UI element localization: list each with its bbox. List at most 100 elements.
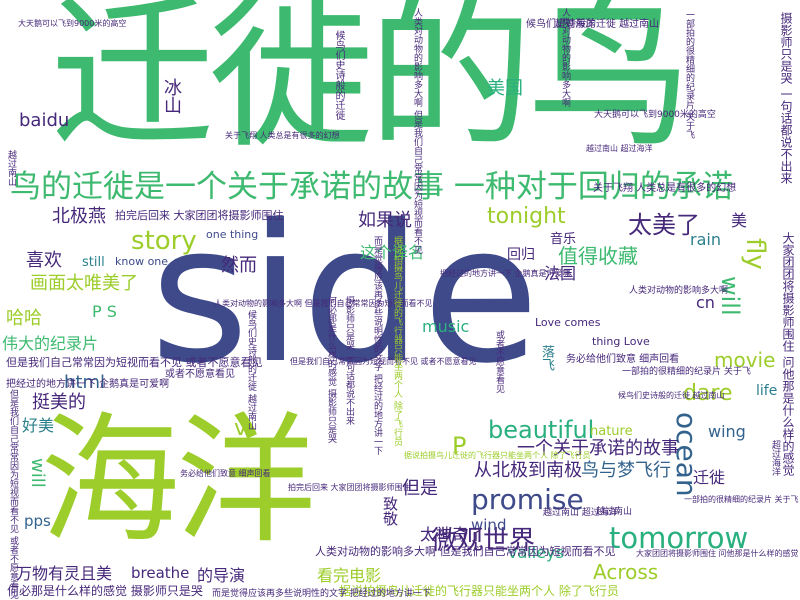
word-ocean-cn: 海洋 bbox=[40, 400, 316, 563]
word-ocean: ocean bbox=[670, 412, 703, 497]
word-pps: pps bbox=[24, 512, 51, 530]
word-worth-collecting: 值得收藏 bbox=[558, 244, 638, 268]
word-across: Across bbox=[593, 560, 659, 584]
word-rain: rain bbox=[690, 230, 721, 249]
word-great-documentary: 伟大的纪录片 bbox=[2, 334, 99, 353]
phrase-human-impact-short: 人类对动物的影响多大啊 bbox=[629, 286, 729, 296]
word-land-fly: 落飞 bbox=[539, 345, 554, 371]
word-usa: 美国 bbox=[487, 78, 523, 99]
phrase-epic-migration-vertical: 候鸟们史诗般的迁徙 bbox=[333, 30, 344, 120]
word-france: 法国 bbox=[544, 264, 577, 283]
phrase-photographer-cry: 何必那是什么样的感觉 摄影师只是哭 bbox=[7, 584, 203, 598]
word-movie: movie bbox=[714, 348, 776, 372]
phrase-over-mountains-seas: 越过南山 超过海洋 bbox=[543, 508, 618, 518]
phrase-human-impact: 人类对动物的影响多大啊 但是我们自己常常因为短视而看不见 bbox=[315, 545, 616, 558]
filler-phrase: 越过南山 超过海洋 bbox=[586, 144, 653, 153]
word-however: 然而 bbox=[221, 255, 257, 276]
phrase-what-feeling: 大家团团将摄影师围住 问他那是什么样的感觉 bbox=[781, 232, 795, 476]
word-life: life bbox=[756, 383, 778, 399]
filler-phrase: 人类对动物的影响多大啊 但是我们自己常常因为短视而看不见 bbox=[412, 8, 422, 254]
word-music: music bbox=[422, 317, 470, 336]
word-will-right: will bbox=[716, 276, 744, 316]
word-p: P bbox=[452, 432, 467, 460]
word-if: 如果说 bbox=[358, 210, 412, 231]
word-birds-and-dreams: 鸟与梦飞行 bbox=[581, 460, 671, 481]
word-after-movie: 看完电影 bbox=[317, 566, 382, 585]
filler-phrase: 大家团团将摄影师围住 问他那是什么样的感觉 bbox=[636, 549, 799, 558]
word-fly: fly bbox=[740, 238, 770, 270]
word-beautiful: beautiful bbox=[488, 416, 595, 444]
word-migrate: 迁徙 bbox=[693, 468, 726, 487]
filler-phrase: 大天鹅可以飞到9000米的高空 bbox=[18, 19, 127, 28]
phrase-greet-them: 务必给他们致意 细声回看 bbox=[566, 354, 680, 365]
filler-phrase: 或者不愿意看见 bbox=[494, 330, 504, 393]
phrase-or-not-willing: 或者不愿意看见 bbox=[165, 369, 235, 380]
word-wind: wind bbox=[471, 516, 507, 534]
word-will-left: will bbox=[27, 458, 48, 488]
word-arctic-tern: 北极燕 bbox=[52, 206, 106, 227]
filler-phrase: 人类对动物的影响多大啊 但是我们自己常常因为短视而看不见 bbox=[214, 299, 433, 308]
word-return: 回归 bbox=[507, 247, 535, 263]
filler-phrase: 候鸟们史诗般的迁徙 越过南山 bbox=[618, 391, 725, 400]
word-tribute: 致敬 bbox=[381, 496, 399, 526]
word-promise-sentence: 鸟的迁徙是一个关于承诺的故事 一种对于回归的承诺 bbox=[10, 169, 733, 205]
filler-phrase: 但是我们自己常常因为短视而看不见 或者不愿意看见 bbox=[8, 389, 18, 599]
filler-phrase: 一部拍的很精细的纪录片 关于飞 bbox=[684, 10, 694, 139]
word-all-things-beautiful: 万物有灵且美 bbox=[16, 564, 113, 583]
phrase-swan-altitude: 大天鹅可以飞到9000米的高空 bbox=[594, 110, 716, 120]
word-breathe: breathe bbox=[131, 564, 190, 582]
filler-phrase: 拍完后回来 大家团团将摄影师围住 bbox=[288, 483, 411, 492]
filler-phrase: 人类对动物的影响多大啊 bbox=[560, 8, 570, 107]
word-so-beautiful: 好美 bbox=[22, 416, 55, 435]
phrase-speechless: 摄影师只是哭 一句话都说不出来 bbox=[779, 12, 793, 184]
phrase-epic-migration: 候鸟们史诗般的迁徙 越过南山 bbox=[526, 19, 660, 30]
word-valleys: valleys bbox=[508, 543, 564, 562]
phrase-photographer-surrounded: 拍完后回来 大家团团将摄影师围住 bbox=[115, 209, 284, 222]
filler-phrase: 摄影师只是哭 一句话都说不出来 bbox=[344, 296, 354, 425]
filler-phrase: 一部拍的很精细的纪录片 关于飞 bbox=[684, 495, 799, 504]
word-html: html bbox=[64, 372, 106, 393]
filler-phrase: 关于飞翔 人类总是有很多的幻想 bbox=[225, 131, 340, 140]
phrase-aircraft-two-people: 据说拍摄鸟儿迁徙的飞行器只能坐两个人 除了飞行员 bbox=[339, 584, 619, 598]
word-beautiful-scenes: 画面太唯美了 bbox=[30, 273, 138, 294]
word-side: side bbox=[150, 184, 540, 405]
word-but: 但是 bbox=[402, 478, 438, 499]
phrase-flying-fantasy: 关于飞翔 人类总是有很多的幻想 bbox=[593, 183, 737, 194]
filler-phrase: 但是我们自己常常因为短视而看不见 或者不愿意看见 bbox=[290, 357, 477, 366]
word-haha: 哈哈 bbox=[6, 308, 42, 329]
filler-phrase: 超过海洋 bbox=[770, 440, 780, 476]
filler-phrase: 何必那是什么样的感觉 摄影师只是哭 bbox=[326, 296, 336, 443]
word-iceberg: 冰山 bbox=[161, 78, 182, 114]
word-this-translation: 这个译名 bbox=[360, 243, 425, 262]
phrase-cannot-see: 但是我们自己常常因为短视而看不见 或者不愿意看见 bbox=[6, 356, 263, 369]
word-micro-world: 微观世界 bbox=[431, 526, 536, 556]
word-tomorrow: tomorrow bbox=[609, 521, 749, 555]
word-thing-love: thing Love bbox=[592, 335, 650, 348]
word-promise: promise bbox=[471, 483, 584, 516]
filler-phrase: 据说拍摄鸟儿迁徙的飞行器只能坐两个人 除了飞行员 bbox=[392, 236, 402, 446]
word-quite-beautiful: 挺美的 bbox=[32, 392, 86, 413]
phrase-penguins-cute: 把经过的地方讲一下 企鹅真是可爱啊 bbox=[6, 379, 170, 390]
word-dare: dare bbox=[683, 381, 733, 406]
word-director: 的导演 bbox=[197, 566, 246, 585]
word-migrating-birds: 迁徙的鸟 bbox=[50, 0, 692, 170]
word-love-comes: Love comes bbox=[535, 316, 601, 329]
word-know-one: know one bbox=[115, 255, 169, 268]
word-too-beautiful: 太美了 bbox=[628, 211, 700, 239]
phrase-more-explanation: 而是觉得应该再多些说明性的文字 把经过的地方讲一下 bbox=[212, 589, 431, 599]
phrase-detailed-documentary: 一部拍的很精细的纪录片 关于飞 bbox=[622, 367, 751, 377]
word-story: story bbox=[131, 226, 197, 256]
filler-phrase: 越过南山 bbox=[6, 150, 16, 186]
word-still: still bbox=[82, 255, 105, 270]
word-music-cn: 音乐 bbox=[550, 232, 577, 247]
word-amazing: 太神奇了 bbox=[420, 525, 485, 544]
word-tonight: tonight bbox=[487, 204, 566, 229]
word-north-to-south: 从北极到南极 bbox=[474, 460, 582, 481]
word-like: 喜欢 bbox=[26, 250, 62, 271]
word-one-thing: one thing bbox=[206, 228, 259, 241]
phrase-over-seas: 超过海洋 bbox=[555, 19, 595, 30]
word-nature: nature bbox=[590, 424, 633, 439]
filler-phrase: 而是觉得应该再多些说明性的文字 把经过的地方讲一下 bbox=[372, 236, 382, 455]
word-ps: P S bbox=[92, 302, 117, 321]
